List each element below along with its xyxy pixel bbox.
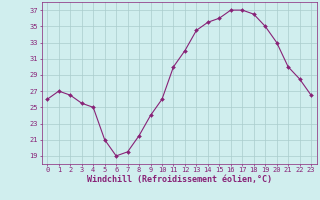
X-axis label: Windchill (Refroidissement éolien,°C): Windchill (Refroidissement éolien,°C) [87,175,272,184]
